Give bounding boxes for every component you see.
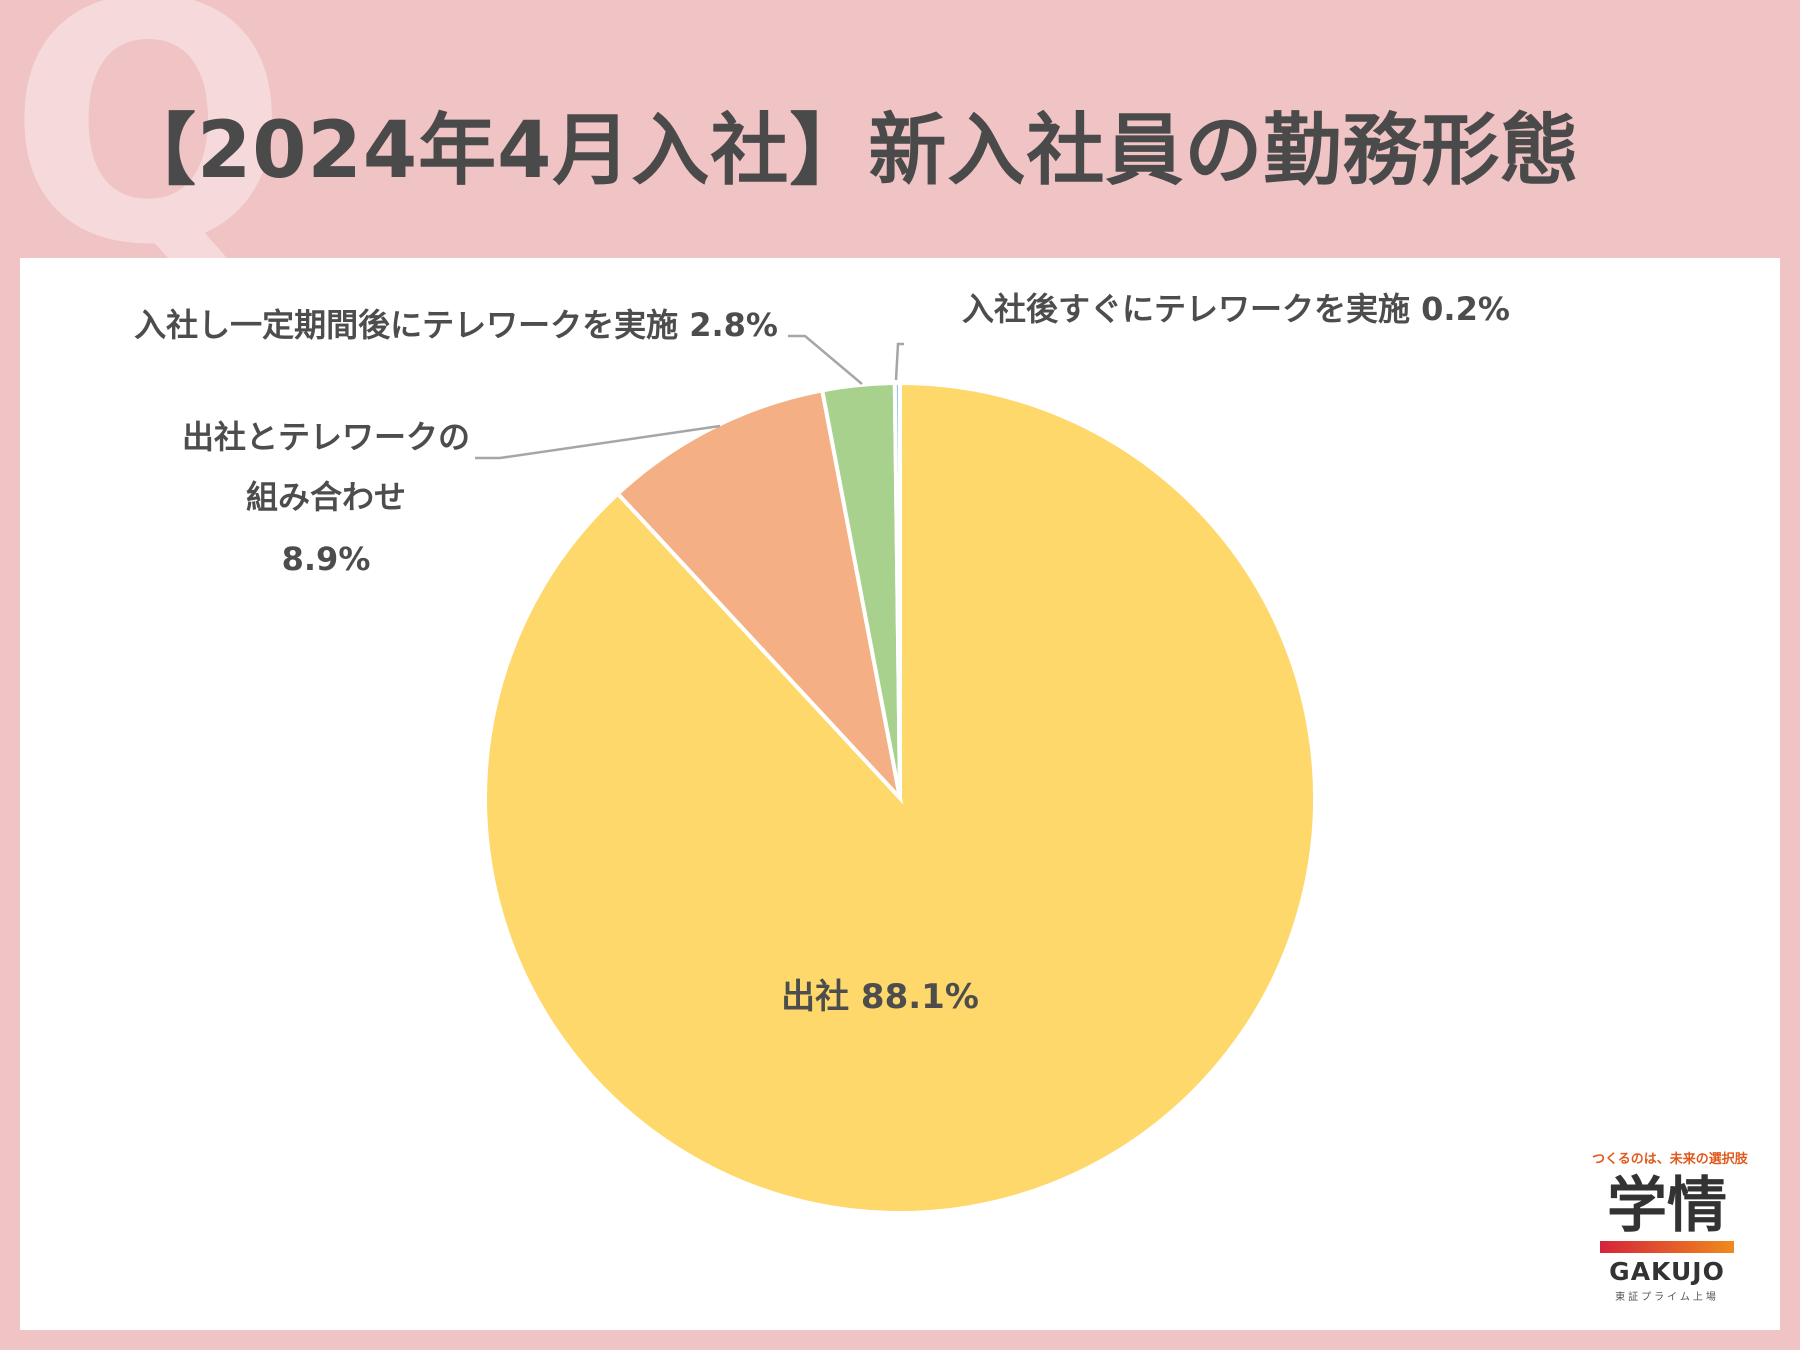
logo-latin: GAKUJO: [1609, 1257, 1725, 1286]
chart-panel: 出社 88.1% 出社とテレワークの 組み合わせ 8.9% 入社し一定期間後にテレワーク…: [20, 258, 1780, 1330]
logo-exchange: 東証プライム上場: [1615, 1292, 1719, 1303]
slice-1-data-label-line-3: 8.9%: [282, 540, 371, 578]
slice-3-leader-line: [894, 342, 904, 381]
label-leader-lines: [475, 334, 904, 460]
logo-brand: 学情: [1607, 1171, 1727, 1241]
page-title: 【2024年4月入社】新入社員の勤務形態: [118, 106, 1580, 196]
slice-1-leader-line: [475, 424, 721, 460]
slice-2-data-label: 入社し一定期間後にテレワークを実施 2.8%: [134, 306, 778, 344]
logo-gradient-bar: [1600, 1241, 1734, 1253]
gakujo-logo: つくるのは、未来の選択肢 学情 GAKUJO 東証プライム上場: [1592, 1148, 1748, 1303]
slice-0-data-label: 出社 88.1%: [781, 977, 979, 1017]
slice-3-data-label: 入社後すぐにテレワークを実施 0.2%: [962, 290, 1510, 328]
slice-1-data-label-line-1: 出社とテレワークの: [182, 418, 470, 456]
slice-2-leader-line: [788, 334, 863, 385]
pie-slices: [483, 380, 1317, 1215]
logo-tagline: つくるのは、未来の選択肢: [1592, 1152, 1748, 1167]
slice-1-data-label-line-2: 組み合わせ: [246, 478, 406, 516]
decorative-q-letter: Q: [8, 0, 289, 317]
slice-3-wedge: [892, 380, 902, 799]
